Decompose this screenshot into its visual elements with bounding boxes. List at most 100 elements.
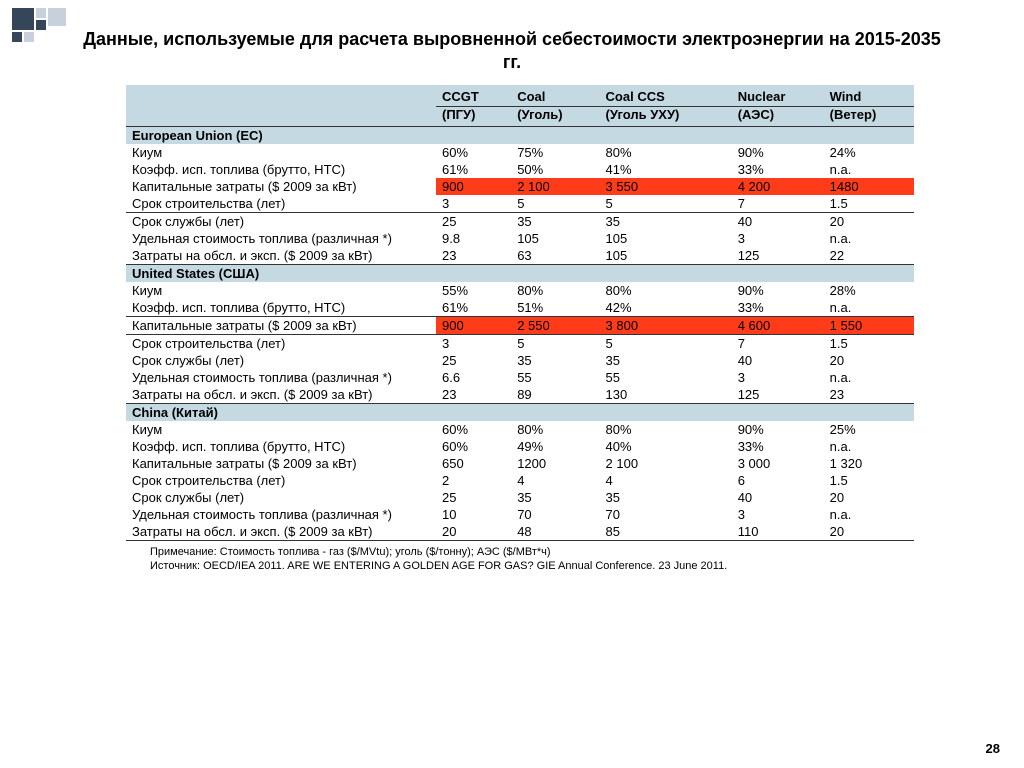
cell-value: 40: [732, 212, 824, 230]
cell-value: 5: [600, 334, 732, 352]
cell-value: 35: [511, 212, 599, 230]
col-coalccs-sub: (Уголь УХУ): [600, 106, 732, 126]
cell-value: 90%: [732, 282, 824, 299]
cell-value: 4 600: [732, 316, 824, 334]
table-row: Киум55%80%80%90%28%: [126, 282, 914, 299]
cell-value: 40: [732, 352, 824, 369]
cell-value: 1 550: [824, 316, 914, 334]
cell-value: 80%: [600, 282, 732, 299]
cell-value: 40%: [600, 438, 732, 455]
table-row: Срок строительства (лет)35571.5: [126, 334, 914, 352]
cell-value: 90%: [732, 144, 824, 161]
cell-value: 1.5: [824, 195, 914, 213]
row-label: Срок службы (лет): [126, 212, 436, 230]
cell-value: 70: [511, 506, 599, 523]
cell-value: 35: [600, 212, 732, 230]
cell-value: 90%: [732, 421, 824, 438]
cell-value: 49%: [511, 438, 599, 455]
table-row: Срок строительства (лет)24461.5: [126, 472, 914, 489]
table-header: CCGT Coal Coal CCS Nuclear Wind (ПГУ) (У…: [126, 85, 914, 127]
table-row: Затраты на обсл. и эксп. ($ 2009 за кВт)…: [126, 247, 914, 265]
cell-value: 130: [600, 386, 732, 404]
cell-value: 20: [824, 523, 914, 541]
col-ccgt-sub: (ПГУ): [436, 106, 511, 126]
cell-value: 24%: [824, 144, 914, 161]
cell-value: 3 800: [600, 316, 732, 334]
cell-value: 50%: [511, 161, 599, 178]
cell-value: 23: [436, 247, 511, 265]
cell-value: 7: [732, 334, 824, 352]
table-row: Капитальные затраты ($ 2009 за кВт)9002 …: [126, 178, 914, 195]
cell-value: n.a.: [824, 230, 914, 247]
cell-value: 650: [436, 455, 511, 472]
cell-value: 3: [436, 334, 511, 352]
cell-value: 1.5: [824, 472, 914, 489]
footnote-line1: Примечание: Стоимость топлива - газ ($/M…: [150, 545, 914, 559]
cell-value: 20: [436, 523, 511, 541]
table-row: Коэфф. исп. топлива (брутто, HTC)61%50%4…: [126, 161, 914, 178]
section-header: United States (США): [126, 264, 914, 282]
cell-value: 80%: [511, 421, 599, 438]
table-row: Киум60%80%80%90%25%: [126, 421, 914, 438]
cell-value: 3: [732, 230, 824, 247]
cell-value: 105: [600, 247, 732, 265]
cell-value: 5: [600, 195, 732, 213]
section-name: United States (США): [126, 264, 914, 282]
table-row: Удельная стоимость топлива (различная *)…: [126, 369, 914, 386]
cell-value: 61%: [436, 299, 511, 317]
cell-value: 6.6: [436, 369, 511, 386]
cell-value: 25%: [824, 421, 914, 438]
row-label: Срок службы (лет): [126, 352, 436, 369]
table-row: Киум60%75%80%90%24%: [126, 144, 914, 161]
cell-value: 60%: [436, 144, 511, 161]
row-label: Капитальные затраты ($ 2009 за кВт): [126, 455, 436, 472]
cell-value: 55: [511, 369, 599, 386]
table-row: Капитальные затраты ($ 2009 за кВт)9002 …: [126, 316, 914, 334]
cell-value: n.a.: [824, 161, 914, 178]
row-label: Капитальные затраты ($ 2009 за кВт): [126, 178, 436, 195]
section-header: European Union (EC): [126, 126, 914, 144]
cell-value: 9.8: [436, 230, 511, 247]
col-nuclear-sub: (АЭС): [732, 106, 824, 126]
cell-value: 2 550: [511, 316, 599, 334]
cell-value: 1200: [511, 455, 599, 472]
cell-value: 60%: [436, 438, 511, 455]
row-label: Удельная стоимость топлива (различная *): [126, 230, 436, 247]
cell-value: 20: [824, 212, 914, 230]
row-label: Киум: [126, 144, 436, 161]
table-row: Затраты на обсл. и эксп. ($ 2009 за кВт)…: [126, 386, 914, 404]
cell-value: 25: [436, 489, 511, 506]
row-label: Киум: [126, 421, 436, 438]
cell-value: 900: [436, 178, 511, 195]
cell-value: 55%: [436, 282, 511, 299]
cell-value: 35: [511, 352, 599, 369]
cell-value: 35: [511, 489, 599, 506]
cell-value: 35: [600, 489, 732, 506]
footnote-line2: Источник: OECD/IEA 2011. ARE WE ENTERING…: [150, 559, 914, 573]
cell-value: 23: [436, 386, 511, 404]
cell-value: 22: [824, 247, 914, 265]
row-label: Затраты на обсл. и эксп. ($ 2009 за кВт): [126, 247, 436, 265]
cell-value: 2: [436, 472, 511, 489]
cell-value: 105: [600, 230, 732, 247]
cell-value: 35: [600, 352, 732, 369]
cell-value: 25: [436, 352, 511, 369]
cell-value: 4: [511, 472, 599, 489]
cell-value: 1.5: [824, 334, 914, 352]
cell-value: 125: [732, 386, 824, 404]
table-row: Срок службы (лет)2535354020: [126, 489, 914, 506]
cell-value: 10: [436, 506, 511, 523]
table-row: Срок строительства (лет)35571.5: [126, 195, 914, 213]
cell-value: n.a.: [824, 438, 914, 455]
cell-value: n.a.: [824, 299, 914, 317]
cell-value: 23: [824, 386, 914, 404]
cell-value: 4: [600, 472, 732, 489]
cell-value: n.a.: [824, 369, 914, 386]
cell-value: 2 100: [511, 178, 599, 195]
row-label: Удельная стоимость топлива (различная *): [126, 369, 436, 386]
page-title: Данные, используемые для расчета выровне…: [0, 0, 1024, 85]
row-label: Срок строительства (лет): [126, 334, 436, 352]
cell-value: 80%: [600, 421, 732, 438]
cell-value: 75%: [511, 144, 599, 161]
cell-value: 61%: [436, 161, 511, 178]
